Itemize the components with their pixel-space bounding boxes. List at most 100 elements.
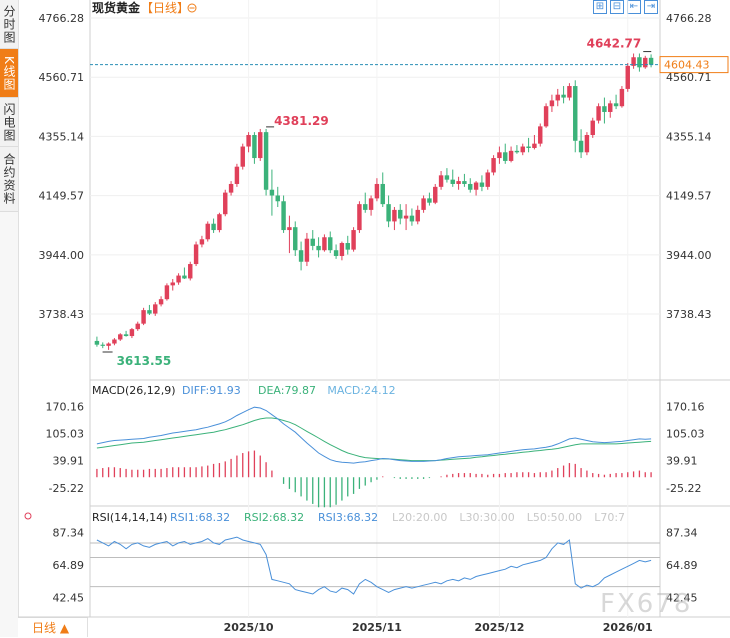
legend-sep: : [360,384,364,397]
candle-body [205,223,210,240]
candle-body [223,192,228,215]
chevron-up-icon: ▲ [59,621,70,635]
candle-body [403,215,409,219]
candle-body [135,323,140,330]
candle [380,172,385,208]
legend-sep: : [195,511,199,524]
tab-flash-chart[interactable]: 闪电图 [0,98,18,147]
chart-frame [18,0,730,618]
candle-body [258,132,263,159]
candle-body [141,310,146,324]
candle [602,97,607,124]
x-axis: 2025/10 2025/11 2025/12 2026/01 [224,621,653,634]
candle-body [555,94,560,101]
rsi-tick-left: 42.45 [53,592,85,605]
candle [112,338,117,346]
candle [123,330,129,337]
candle-body [310,238,315,246]
candle-body [129,329,135,337]
move-right-icon[interactable]: ⇥ [644,0,658,14]
candle-body [94,340,100,345]
candle [170,279,175,291]
candle-body [293,227,298,251]
rsi-title: RSI(14,14,14) [92,511,167,524]
candle-body [625,65,630,89]
candle-body [374,183,380,199]
tab-kline[interactable]: K线图 [0,49,18,98]
candle-body [339,243,345,256]
candle-body [567,86,572,98]
candle [223,189,228,217]
candle-body [526,146,531,148]
candle [328,231,333,254]
candle-body [363,204,368,210]
candle [514,145,520,154]
candle [310,230,315,251]
candle-body [543,106,549,127]
tab-timeshare[interactable]: 分时图 [0,0,18,49]
candle-body [281,201,286,231]
candle-body [648,57,654,65]
candle [450,169,455,187]
candle [648,54,654,68]
annotations: 4604.43 4381.29 4642.77 3613.55 [90,37,729,368]
candle-body [503,152,508,161]
zoom-in-icon[interactable]: ⊞ [593,0,607,14]
candle [158,296,164,307]
candle [345,235,350,255]
candle [351,227,356,252]
period-selector[interactable]: 日线 ▲ [18,617,88,637]
candle [316,237,321,258]
candle [363,192,368,213]
candle-body [176,275,181,283]
legend-value: 68.32 [347,511,379,524]
legend-sep: : [206,384,210,397]
candle [398,204,403,225]
candle-body [409,215,415,222]
candle [374,178,380,202]
zoom-out-icon[interactable]: ⊟ [610,0,624,14]
candle [129,327,135,339]
candle [456,176,461,190]
candle-body [123,334,129,337]
candle [281,195,286,233]
candle-body [520,146,525,153]
legend-value: 91.93 [209,384,241,397]
candle [590,117,595,138]
legend-name: L20 [392,511,412,524]
candle-body [637,57,642,68]
candle [287,215,292,254]
candle [497,146,502,164]
current-price-label: 4604.43 [664,59,710,72]
tab-contract-info[interactable]: 合约资料 [0,147,18,212]
candle-body [549,100,555,107]
candle [100,342,105,349]
chart-title: 现货黄金 [92,0,141,15]
candle-body [269,189,275,196]
candle [188,261,193,281]
legend-sep: : [343,511,347,524]
candle [293,221,298,256]
candle [403,204,409,231]
candle-body [228,183,234,193]
legend-value: 79.87 [284,384,316,397]
candle [193,241,199,267]
candle [106,342,111,350]
candle-body [643,57,648,68]
candle [462,173,467,187]
candle-body [485,172,490,187]
legend-name: L50 [527,511,547,524]
candle [543,103,549,128]
circle-minus-icon[interactable] [187,3,197,13]
price-axis: 4766.28 4766.28 4560.71 4560.71 4355.14 4355.… [39,12,712,321]
rsi-tick-right: 42.45 [666,592,698,605]
macd-tick-left: 105.03 [46,427,85,440]
macd-tick-right: 39.91 [666,455,698,468]
x-tick-label: 2025/11 [352,621,402,634]
candle-body [316,245,321,251]
candle [532,135,537,150]
rsi-legend-l50: L50:50.00 [527,511,582,524]
candle [491,155,496,176]
legend-sep: : [480,511,484,524]
